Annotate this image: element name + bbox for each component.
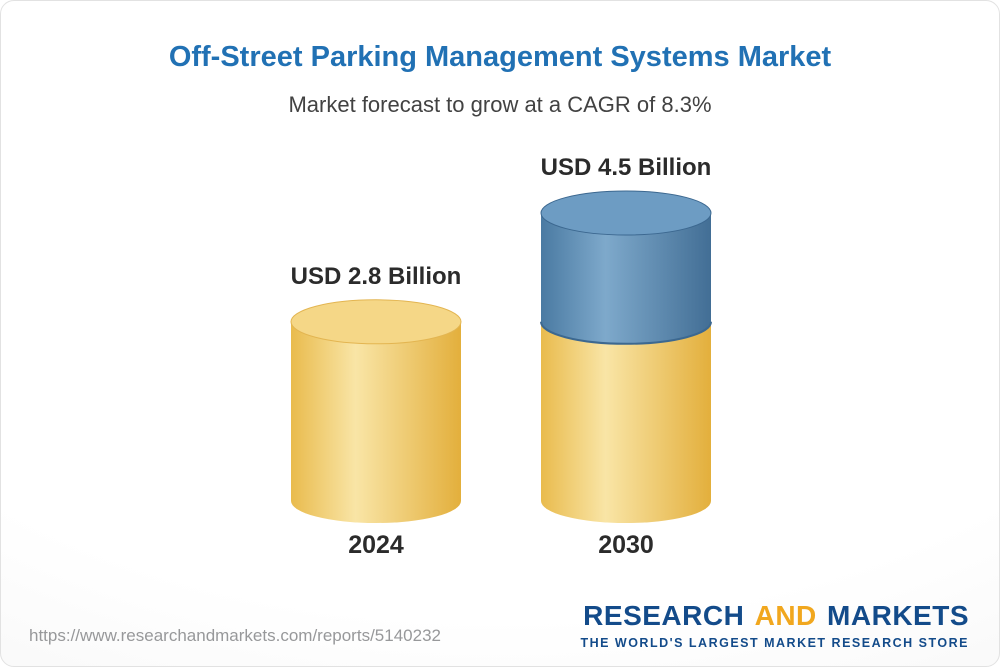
bar-value-label: USD 2.8 Billion — [291, 263, 462, 290]
cylinder-top-ellipse — [540, 190, 712, 236]
bar-value-label: USD 4.5 Billion — [541, 154, 712, 181]
page-subtitle: Market forecast to grow at a CAGR of 8.3… — [288, 92, 712, 117]
cylinder-segment-yellow — [541, 321, 711, 523]
logo-wordmark: RESEARCH AND MARKETS — [580, 600, 969, 632]
cylinder-segment-yellow — [291, 321, 461, 523]
logo-word-and: AND — [754, 600, 817, 631]
cylinder-top-ellipse — [290, 299, 462, 345]
x-axis-label: 2024 — [348, 531, 404, 559]
x-axis-label: 2030 — [598, 531, 654, 559]
report-url[interactable]: https://www.researchandmarkets.com/repor… — [29, 626, 441, 645]
logo-tagline: THE WORLD'S LARGEST MARKET RESEARCH STOR… — [580, 636, 969, 650]
logo-word-markets: MARKETS — [827, 600, 969, 631]
segment-junction-rim — [540, 321, 712, 345]
cylinder-2024: USD 2.8 Billion 2024 — [290, 263, 462, 559]
brand-logo: RESEARCH AND MARKETS THE WORLD'S LARGEST… — [580, 600, 969, 650]
cylinder-2030: USD 4.5 Billion 2030 — [540, 154, 712, 559]
logo-word-research: RESEARCH — [583, 600, 745, 631]
cylinder-segment-blue — [541, 213, 711, 344]
page-title: Off-Street Parking Management Systems Ma… — [168, 41, 832, 73]
